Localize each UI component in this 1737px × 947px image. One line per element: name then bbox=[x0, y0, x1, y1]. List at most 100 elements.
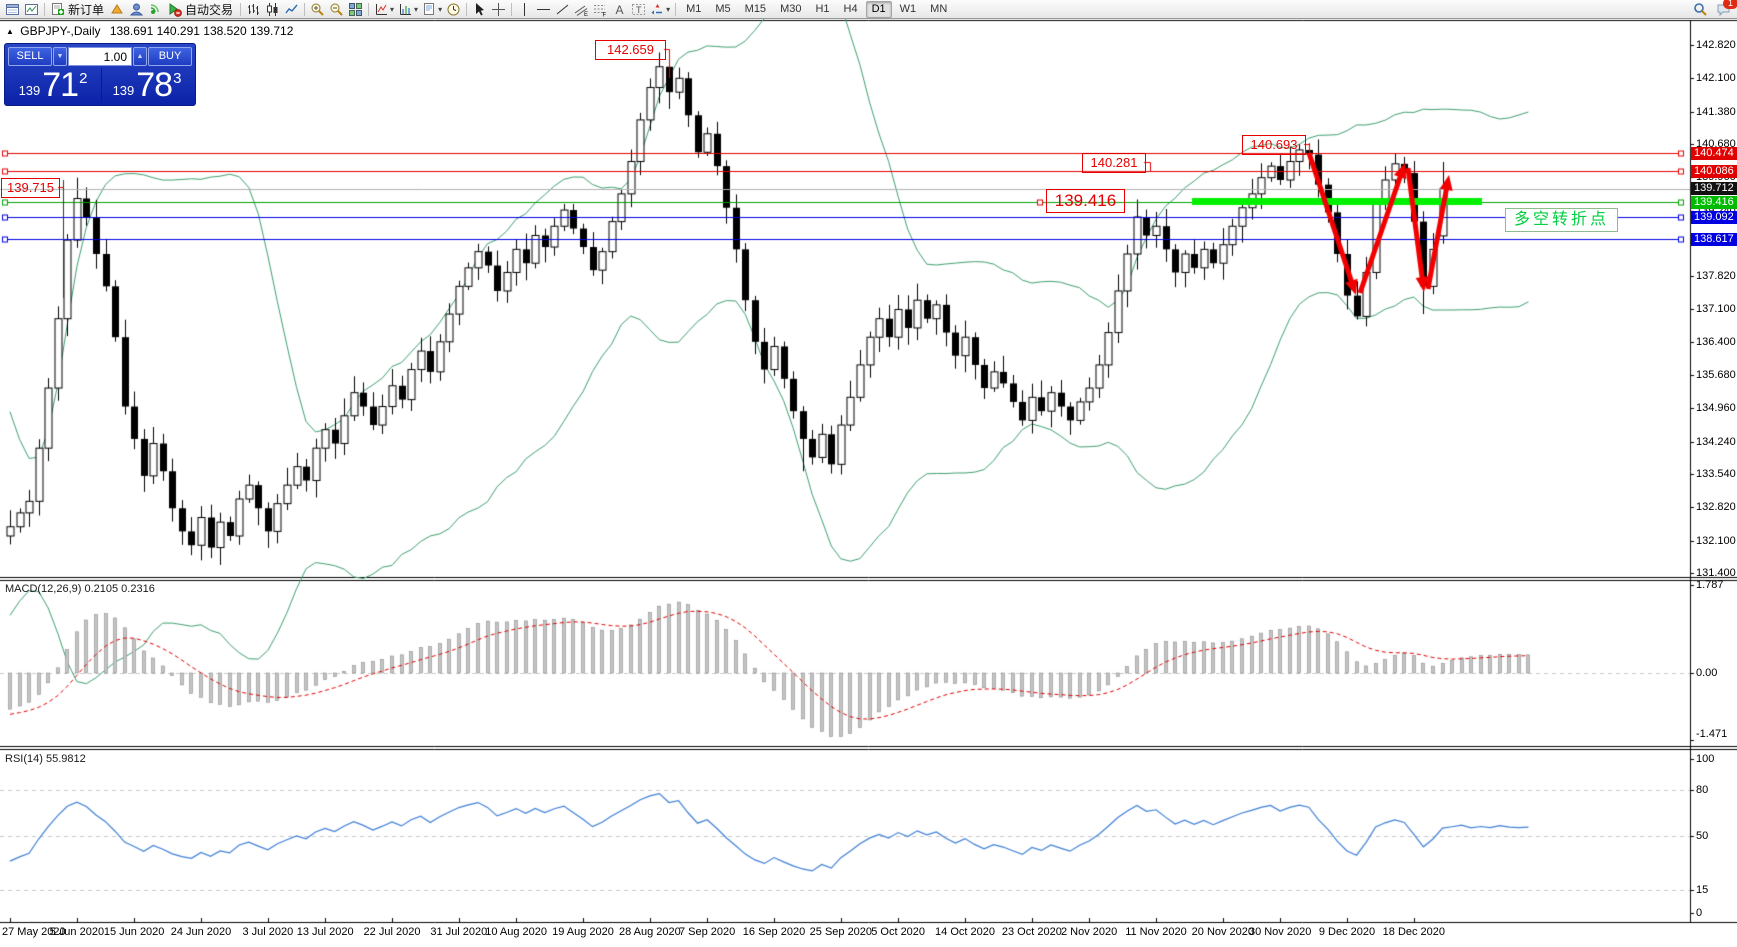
signals-button[interactable] bbox=[146, 1, 165, 18]
price-callout[interactable]: 139.715 bbox=[1, 178, 60, 198]
autotrading-button[interactable]: 自动交易 bbox=[165, 1, 237, 18]
timeframe-mn-button[interactable]: MN bbox=[930, 2, 948, 15]
vertical-line-button[interactable] bbox=[515, 1, 534, 18]
autoscroll-button[interactable] bbox=[444, 1, 463, 18]
trendline-icon bbox=[555, 2, 570, 17]
zoom-out-button[interactable] bbox=[327, 1, 346, 18]
price-callout[interactable]: 140.281 bbox=[1082, 153, 1146, 173]
price-axis-tick: 142.820 bbox=[1696, 39, 1736, 51]
rsi-axis-tick: 50 bbox=[1696, 830, 1709, 842]
volume-up-button[interactable]: ▲ bbox=[133, 47, 147, 66]
bar-chart-icon bbox=[246, 2, 261, 17]
date-axis-label: 11 Nov 2020 bbox=[1125, 926, 1187, 938]
chevron-down-icon[interactable]: ▾ bbox=[666, 4, 671, 14]
svg-text:E: E bbox=[584, 12, 588, 17]
indicators-button[interactable]: ▾ bbox=[372, 1, 396, 18]
sell-price-big: 71 bbox=[42, 66, 79, 104]
sell-button[interactable]: SELL bbox=[8, 47, 52, 66]
templates-button[interactable]: ▾ bbox=[420, 1, 444, 18]
autotrading-icon bbox=[167, 2, 182, 17]
cn-annotation-box[interactable]: 多空转折点 bbox=[1505, 208, 1618, 232]
chevron-down-icon[interactable]: ▾ bbox=[390, 4, 395, 14]
toolbar-separator bbox=[304, 2, 306, 16]
price-callout[interactable]: 140.693 bbox=[1242, 135, 1306, 155]
date-axis-label: 24 Jun 2020 bbox=[170, 926, 232, 938]
notifications-button[interactable]: 1 bbox=[1714, 0, 1737, 18]
price-axis-tick: 134.960 bbox=[1696, 402, 1736, 415]
price-axis-tick: 137.100 bbox=[1696, 303, 1736, 316]
fibonacci-button[interactable]: F bbox=[591, 1, 610, 18]
timeframe-m30-button[interactable]: M30 bbox=[780, 2, 802, 15]
autoscroll-icon bbox=[446, 2, 461, 17]
price-axis-tick: 142.100 bbox=[1696, 72, 1736, 85]
toolbar-separator bbox=[511, 2, 513, 16]
price-badge: 139.712 bbox=[1691, 182, 1737, 196]
timeframe-d1-button[interactable]: D1 bbox=[865, 0, 892, 18]
chart-canvas[interactable] bbox=[0, 19, 1737, 942]
buy-button[interactable]: BUY bbox=[148, 47, 192, 66]
timeframe-m15-button[interactable]: M15 bbox=[744, 2, 767, 15]
new-order-icon bbox=[50, 2, 65, 17]
candlestick-chart-button[interactable] bbox=[263, 1, 282, 18]
rsi-axis-tick: 100 bbox=[1696, 753, 1715, 765]
buy-price[interactable]: 139 78 3 bbox=[101, 66, 193, 104]
cursor-button[interactable] bbox=[470, 1, 489, 18]
sell-price-sup: 2 bbox=[79, 70, 88, 87]
text-label-icon: T bbox=[631, 2, 646, 17]
new-order-button[interactable]: 新订单 bbox=[48, 1, 108, 18]
date-axis-label: 7 Sep 2020 bbox=[679, 926, 736, 938]
rsi-axis-tick: 15 bbox=[1696, 883, 1709, 896]
price-callout[interactable]: 142.659 bbox=[595, 40, 666, 60]
price-axis-tick: 135.680 bbox=[1696, 369, 1736, 382]
horizontal-line-icon bbox=[536, 2, 551, 17]
timeframe-h4-button[interactable]: H4 bbox=[843, 2, 858, 15]
horizontal-line-button[interactable] bbox=[534, 1, 553, 18]
tile-windows-icon bbox=[348, 2, 363, 17]
price-axis-tick: 132.100 bbox=[1696, 534, 1736, 547]
search-button[interactable] bbox=[1691, 1, 1710, 18]
trendline-button[interactable] bbox=[553, 1, 572, 18]
chevron-down-icon[interactable]: ▾ bbox=[438, 4, 443, 14]
chart-window-button[interactable] bbox=[3, 1, 22, 18]
expert-advisors-button[interactable] bbox=[127, 1, 146, 18]
date-axis-label: 10 Aug 2020 bbox=[485, 926, 548, 938]
line-chart-button[interactable] bbox=[282, 1, 301, 18]
text-tool-button[interactable]: A bbox=[610, 1, 629, 18]
periods-button[interactable]: ▾ bbox=[396, 1, 420, 18]
date-axis-label: 15 Jun 2020 bbox=[103, 926, 165, 938]
volume-down-button[interactable]: ▼ bbox=[53, 47, 67, 66]
date-axis-label: 31 Jul 2020 bbox=[430, 926, 488, 938]
zoom-in-button[interactable] bbox=[308, 1, 327, 18]
metaeditor-button[interactable] bbox=[108, 1, 127, 18]
timeframe-h1-button[interactable]: H1 bbox=[815, 2, 830, 15]
toolbar-separator bbox=[44, 2, 45, 16]
equidistant-channel-button[interactable]: E bbox=[572, 1, 591, 18]
crosshair-button[interactable] bbox=[489, 1, 508, 18]
bar-chart-button[interactable] bbox=[244, 1, 263, 18]
volume-input[interactable] bbox=[68, 47, 132, 66]
collapse-triangle-icon[interactable]: ▲ bbox=[6, 27, 14, 36]
price-axis-tick: 131.400 bbox=[1696, 566, 1736, 579]
timeframe-m1-button[interactable]: M1 bbox=[686, 2, 702, 15]
tick-chart-button[interactable] bbox=[22, 1, 41, 18]
date-axis-label: 18 Dec 2020 bbox=[1382, 926, 1446, 938]
toolbar-separator bbox=[368, 2, 370, 16]
tick-chart-icon bbox=[24, 2, 39, 17]
main-toolbar: 新订单 自动交易 ▾ ▾ ▾ E F A T ▾ M1 M5 M15 M30 H1 H4 D1 W1 MN 1 bbox=[0, 0, 1737, 19]
timeframe-m5-button[interactable]: M5 bbox=[715, 2, 731, 15]
date-axis-label: 19 Aug 2020 bbox=[552, 926, 614, 938]
sell-price-prefix: 139 bbox=[18, 83, 41, 98]
tile-windows-button[interactable] bbox=[346, 1, 365, 18]
symbol-name: GBPJPY-,Daily bbox=[20, 24, 101, 38]
metaeditor-icon bbox=[110, 2, 125, 17]
periods-icon bbox=[398, 2, 413, 17]
chevron-down-icon[interactable]: ▾ bbox=[414, 4, 419, 14]
sell-price[interactable]: 139 71 2 bbox=[7, 66, 99, 104]
date-axis-label: 25 Sep 2020 bbox=[809, 926, 873, 938]
text-label-button[interactable]: T bbox=[629, 1, 648, 18]
arrows-tool-button[interactable]: ▾ bbox=[648, 1, 672, 18]
zoom-in-icon bbox=[310, 2, 325, 17]
price-callout[interactable]: 139.416 bbox=[1046, 189, 1125, 213]
price-axis-tick: 137.820 bbox=[1696, 270, 1736, 283]
timeframe-w1-button[interactable]: W1 bbox=[899, 2, 917, 15]
